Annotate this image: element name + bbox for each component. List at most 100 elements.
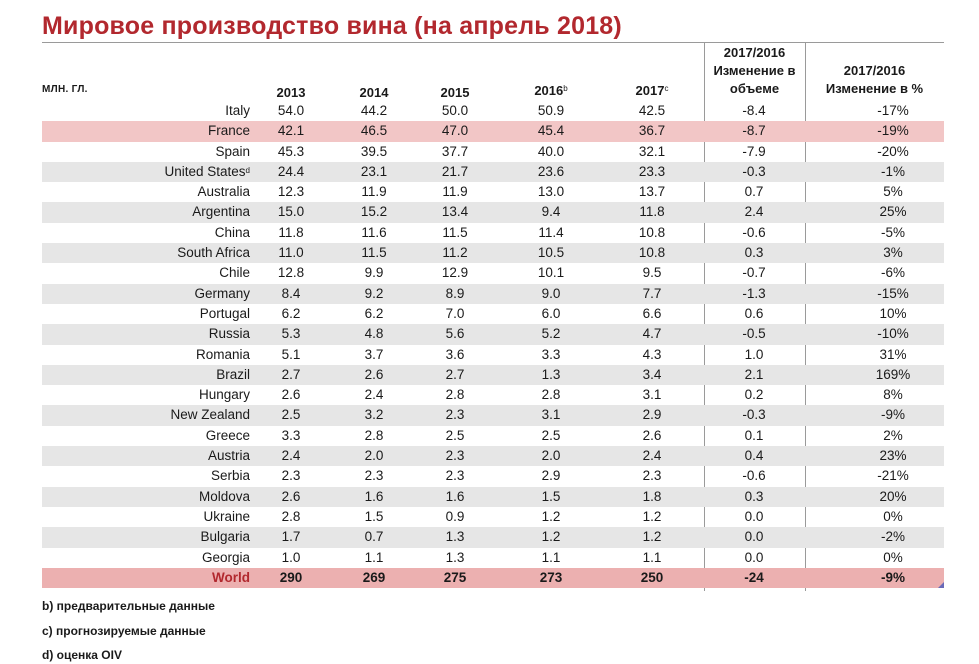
value-cell-pct: -20%: [877, 143, 909, 159]
table-row: Austria 2.4 2.0 2.3 2.0 2.4 0.4 23%: [42, 446, 944, 467]
country-name: France: [207, 123, 250, 139]
unit-label: МЛН. ГЛ.: [42, 84, 88, 95]
value-cell-y2013: 45.3: [277, 143, 305, 159]
value-cell-pct: -21%: [877, 468, 909, 484]
value-cell-vol: -7.9: [742, 143, 766, 159]
value-cell-y2015: 12.9: [441, 265, 469, 281]
value-cell-y2016: 1.2: [541, 508, 561, 524]
country-name: Hungary: [198, 387, 250, 403]
value-cell-pct: -1%: [880, 163, 905, 179]
value-cell-y2014: 6.2: [364, 305, 384, 321]
country-name: Brazil: [216, 366, 250, 382]
value-cell-pct: 2%: [883, 427, 903, 443]
value-cell-y2017: 11.8: [639, 204, 665, 220]
value-cell-y2014: 0.7: [364, 529, 384, 545]
value-cell-y2013: 2.8: [281, 508, 301, 524]
value-cell-y2015: 11.2: [442, 245, 468, 261]
value-cell-y2013: 42.1: [277, 123, 305, 139]
value-cell-y2015: 7.0: [445, 305, 465, 321]
country-cell: Austria: [208, 446, 250, 466]
value-cell-y2013: 2.4: [281, 448, 301, 464]
value-cell-y2016: 2.9: [541, 468, 561, 484]
country-cell: Australia: [197, 182, 250, 202]
value-cell-y2013: 1.7: [281, 529, 301, 545]
value-cell-y2016: 9.4: [541, 204, 561, 220]
value-cell-y2017: 2.9: [642, 407, 662, 423]
country-cell: Ukraine: [203, 507, 250, 527]
table-row: Georgia 1.0 1.1 1.3 1.1 1.1 0.0 0%: [42, 548, 944, 568]
value-cell-y2016: 45.4: [537, 123, 565, 139]
value-cell-y2014: 3.7: [364, 346, 384, 362]
value-cell-vol: 0.7: [744, 184, 764, 200]
value-cell-y2014: 1.1: [364, 549, 384, 565]
value-cell-y2015: 8.9: [445, 285, 465, 301]
value-cell-vol: -0.3: [742, 407, 766, 423]
country-name: Greece: [205, 427, 250, 443]
country-cell: United Statesd: [165, 162, 251, 182]
table-row: Brazil 2.7 2.6 2.7 1.3 3.4 2.1 169%: [42, 364, 944, 386]
country-name: Romania: [195, 346, 250, 362]
total-row: World 290 269 275 273 250 -24 -9%: [42, 567, 944, 589]
value-cell-vol: -0.3: [742, 163, 766, 179]
value-cell-y2015: 2.3: [445, 448, 465, 464]
value-cell-y2015: 1.3: [445, 529, 465, 545]
value-cell-y2013: 6.2: [281, 305, 301, 321]
value-cell-vol: -8.7: [742, 123, 766, 139]
country-cell: Spain: [215, 142, 250, 162]
value-cell-y2014: 1.5: [364, 508, 384, 524]
value-cell-y2016: 10.5: [537, 245, 565, 261]
country-name: Chile: [219, 265, 250, 281]
header-percent-label: Изменение в %: [825, 81, 924, 96]
country-name: Australia: [197, 184, 250, 200]
value-cell-vol: -0.6: [742, 224, 766, 240]
value-cell-vol: -0.6: [742, 468, 766, 484]
value-cell-y2016: 273: [539, 569, 563, 585]
value-cell-y2017: 23.3: [638, 163, 666, 179]
table-row: Germany 8.4 9.2 8.9 9.0 7.7 -1.3 -15%: [42, 283, 944, 304]
country-cell: Serbia: [211, 466, 250, 486]
country-cell: China: [215, 223, 250, 243]
country-name: Bulgaria: [200, 529, 250, 545]
value-cell-vol: 1.0: [744, 346, 764, 362]
country-name: Italy: [225, 103, 250, 118]
value-cell-pct: 0%: [883, 508, 903, 524]
value-cell-y2013: 12.3: [277, 184, 305, 200]
value-cell-pct: 5%: [883, 184, 903, 200]
value-cell-y2013: 54.0: [277, 103, 305, 118]
value-cell-pct: -19%: [877, 123, 909, 139]
value-cell-y2017: 13.7: [638, 184, 666, 200]
value-cell-vol: 0.6: [744, 305, 764, 321]
header-2013: 2013: [276, 85, 306, 100]
country-cell: Italy: [225, 101, 250, 121]
table-row: Moldova 2.6 1.6 1.6 1.5 1.8 0.3 20%: [42, 486, 944, 507]
value-cell-y2014: 1.6: [364, 488, 384, 504]
title-divider: [42, 42, 944, 43]
country-cell: Moldova: [199, 487, 250, 507]
column-divider-left: [704, 43, 705, 591]
table-row: Bulgaria 1.7 0.7 1.3 1.2 1.2 0.0 -2%: [42, 527, 944, 548]
value-cell-vol: 2.1: [744, 366, 764, 382]
value-cell-y2014: 15.2: [360, 204, 388, 220]
value-cell-y2014: 44.2: [360, 103, 388, 118]
value-cell-y2013: 1.0: [281, 549, 301, 565]
country-cell: Greece: [206, 426, 250, 446]
footnote-c: c) прогнозируемые данные: [42, 624, 206, 638]
value-cell-y2017: 4.7: [642, 326, 662, 342]
value-cell-vol: 0.0: [744, 529, 764, 545]
value-cell-y2016: 1.1: [541, 549, 561, 565]
header-percent-change: 2017/2016 Изменение в %: [805, 62, 944, 98]
header-2016-year: 2016: [534, 83, 564, 98]
value-cell-y2014: 11.6: [361, 224, 387, 240]
footnote-b: b) предварительные данные: [42, 599, 215, 613]
value-cell-pct: 8%: [883, 387, 903, 403]
value-cell-y2014: 11.9: [361, 184, 387, 200]
value-cell-y2015: 2.5: [445, 427, 465, 443]
value-cell-y2013: 11.0: [278, 245, 304, 261]
value-cell-y2017: 3.1: [642, 387, 662, 403]
value-cell-y2017: 2.3: [642, 468, 662, 484]
table-row: South Africa 11.0 11.5 11.2 10.5 10.8 0.3 3%: [42, 243, 944, 264]
header-2014: 2014: [359, 85, 389, 100]
value-cell-pct: 23%: [879, 448, 907, 464]
value-cell-y2017: 32.1: [638, 143, 666, 159]
table-row: Italy 54.0 44.2 50.0 50.9 42.5 -8.4 -17%: [42, 101, 944, 121]
